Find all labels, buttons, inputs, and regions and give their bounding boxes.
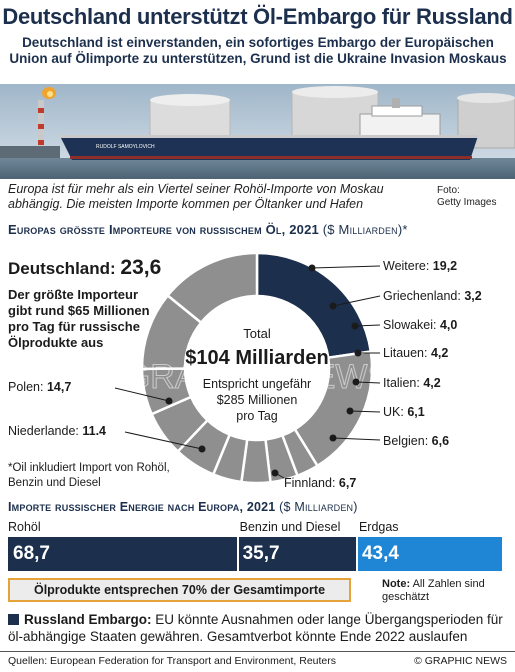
donut-section-title: Europas grösste Importeure von russische… — [8, 222, 408, 237]
slice-label-niederlande: Niederlande: 11.4 — [8, 424, 107, 438]
donut-chart-area: GRAPHIC NEWS Total $104 Milliarden Entspric… — [0, 238, 515, 493]
embargo-label: Russland Embargo: — [24, 612, 152, 627]
slice-label-uk: UK: 6,1 — [383, 405, 425, 419]
tanker-photo: RUDOLF SAMOYLOVICH — [0, 84, 515, 179]
estimate-note: Note: All Zahlen sind geschätzt — [382, 578, 512, 604]
sources-text: Quellen: European Federation for Transpo… — [8, 655, 337, 667]
germany-value: 23,6 — [120, 256, 162, 279]
estimate-note-label: Note: — [382, 578, 411, 590]
donut-chart: GRAPHIC NEWS Total $104 Milliarden Entspric… — [114, 251, 391, 485]
donut-title-unit: ($ Milliarden)* — [322, 222, 408, 237]
germany-name: Deutschland: — [8, 259, 116, 278]
footer: Quellen: European Federation for Transpo… — [0, 651, 515, 672]
donut-center-line1: Total — [243, 326, 271, 341]
slice-label-italien: Italien: 4,2 — [383, 376, 441, 390]
photo-credit-line1: Foto: — [437, 185, 460, 196]
leader-line-8 — [124, 431, 203, 450]
donut-center-line5: pro Tag — [236, 409, 278, 423]
oil-footnote: *Oil inkludiert Import von Rohöl, Benzin… — [8, 462, 170, 489]
leader-line-9 — [114, 387, 170, 402]
bar-divider-1 — [236, 537, 239, 571]
oil-share-note: Ölprodukte entsprechen 70% der Gesamtimp… — [8, 578, 351, 602]
donut-center-line4: $285 Millionen — [217, 393, 298, 407]
slice-label-finnland: Finnland: 6,7 — [284, 476, 357, 490]
page-title: Deutschland unterstützt Öl-Embargo für R… — [2, 4, 513, 29]
germany-label: Deutschland: 23,6 — [8, 256, 161, 280]
energy-stacked-bar: 68,7 35,7 43,4 — [8, 537, 502, 571]
bar-category-erdgas: Erdgas — [358, 520, 399, 534]
photo-credit-line2: Getty Images — [437, 197, 497, 208]
page-subtitle: Deutschland ist einverstanden, ein sofor… — [9, 35, 507, 66]
bar-title-unit: ($ Milliarden) — [279, 500, 358, 514]
bar-title-text: Importe russischer Energie nach Europa, … — [8, 500, 276, 514]
photo-caption: Europa ist für mehr als ein Viertel sein… — [8, 182, 384, 211]
slice-label-slowakei: Slowakei: 4,0 — [383, 318, 458, 332]
donut-slice-polen — [165, 251, 259, 325]
leader-line-6 — [332, 437, 381, 441]
copyright-text: © GRAPHIC NEWS — [414, 655, 507, 667]
bar-divider-2 — [355, 537, 358, 571]
leader-line-1 — [332, 295, 381, 307]
bar-category-benzin-diesel: Benzin und Diesel — [239, 520, 341, 534]
leader-line-2 — [354, 324, 381, 327]
slice-label-weitere: Weitere: 19,2 — [383, 259, 458, 273]
tanker-photo-illustration: RUDOLF SAMOYLOVICH — [0, 84, 515, 179]
donut-center-line3: Entspricht ungefähr — [203, 377, 311, 391]
ship-name: RUDOLF SAMOYLOVICH — [96, 144, 155, 150]
graphic-news-watermark: GRAPHIC NEWS — [124, 358, 390, 396]
donut-title-text: Europas grösste Importeure von russische… — [8, 222, 319, 237]
slice-label-polen: Polen: 14,7 — [8, 380, 72, 394]
bullet-square-icon — [8, 614, 19, 625]
bar-section-title: Importe russischer Energie nach Europa, … — [8, 500, 358, 514]
embargo-text: Russland Embargo: EU könnte Ausnahmen od… — [8, 611, 508, 645]
leader-line-7 — [274, 472, 285, 479]
embargo-body: EU könnte Ausnahmen oder lange Übergangs… — [8, 612, 503, 644]
bar-segment-1: 35,7 — [237, 537, 357, 571]
slice-label-belgien: Belgien: 6,6 — [383, 434, 450, 448]
leader-line-0 — [311, 265, 381, 269]
slice-label-griechenland: Griechenland: 3,2 — [383, 289, 482, 303]
bar-category-rohoel: Rohöl — [8, 520, 41, 534]
bar-segment-2: 43,4 — [356, 537, 502, 571]
leader-line-4 — [355, 381, 381, 384]
estimate-note-text: All Zahlen sind geschätzt — [382, 578, 485, 603]
donut-center-total: $104 Milliarden — [185, 347, 328, 369]
germany-description: Der größte Importeur gibt rund $65 Milli… — [8, 287, 150, 350]
slice-label-litauen: Litauen: 4,2 — [383, 346, 449, 360]
photo-credit: Foto: Getty Images — [437, 185, 496, 209]
leader-line-5 — [349, 410, 381, 413]
bar-segment-0: 68,7 — [8, 537, 238, 571]
